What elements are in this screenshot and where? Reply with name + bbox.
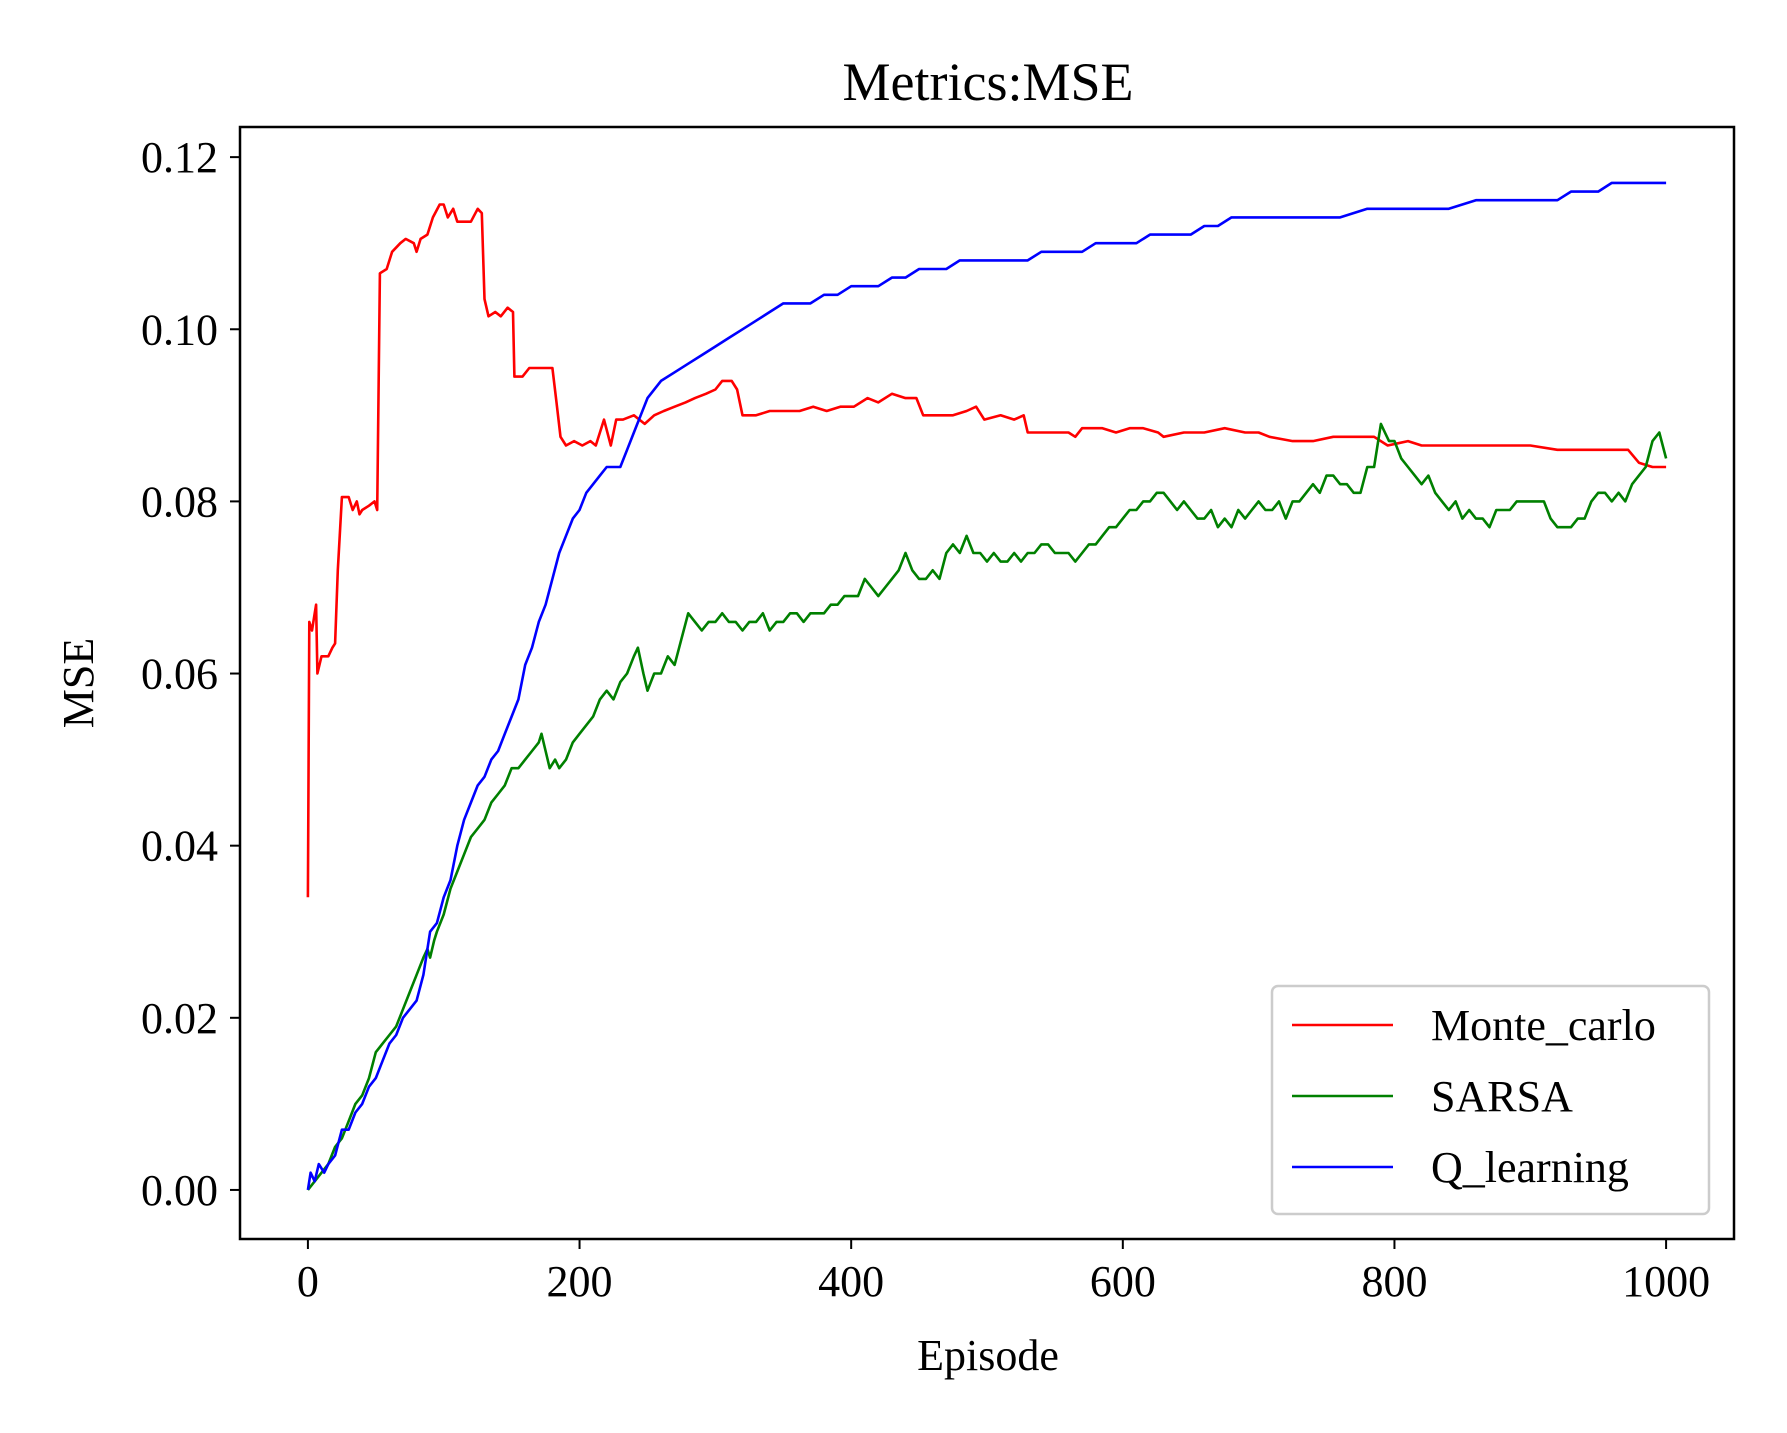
- legend: Monte_carlo SARSA Q_learning: [1270, 984, 1711, 1216]
- plot-area: [306, 181, 1668, 1191]
- y-tick-label: 0.10: [141, 305, 218, 354]
- y-tick-label: 0.12: [141, 133, 218, 182]
- legend-label: Q_learning: [1431, 1143, 1629, 1192]
- y-axis: 0.00 0.02 0.04 0.06 0.08 0.10 0.12: [141, 133, 240, 1215]
- x-tick-label: 800: [1361, 1257, 1427, 1306]
- x-tick-label: 200: [547, 1257, 613, 1306]
- x-tick-label: 0: [297, 1257, 319, 1306]
- y-tick-label: 0.04: [141, 822, 218, 871]
- y-tick-label: 0.08: [141, 477, 218, 526]
- y-tick-label: 0.06: [141, 650, 218, 699]
- x-tick-label: 400: [818, 1257, 884, 1306]
- legend-label: Monte_carlo: [1431, 1001, 1656, 1050]
- series-line-monte-carlo: [306, 203, 1667, 898]
- chart-title: Metrics:MSE: [843, 52, 1134, 112]
- legend-label: SARSA: [1431, 1072, 1573, 1121]
- legend-box: [1270, 984, 1711, 1216]
- x-tick-label: 1000: [1622, 1257, 1710, 1306]
- y-tick-label: 0.00: [141, 1166, 218, 1215]
- y-tick-label: 0.02: [141, 994, 218, 1043]
- x-tick-label: 600: [1090, 1257, 1156, 1306]
- series-line-sarsa: [306, 422, 1668, 1191]
- x-axis-label: Episode: [917, 1331, 1059, 1380]
- x-axis: 0 200 400 600 800 1000: [297, 1239, 1710, 1306]
- series-line-q-learning: [306, 181, 1667, 1191]
- y-axis-label: MSE: [54, 638, 103, 728]
- plot-frame: [238, 125, 1736, 1241]
